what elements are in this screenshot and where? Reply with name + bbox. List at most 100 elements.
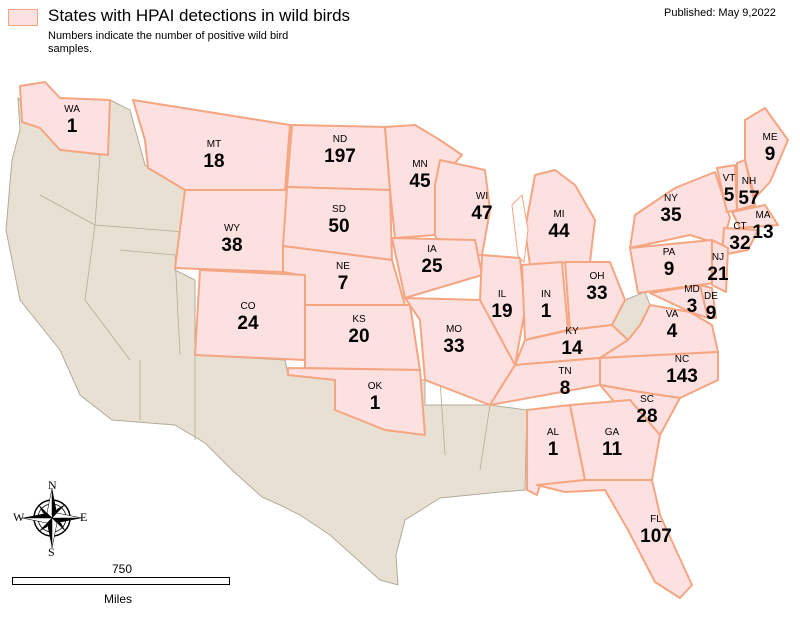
state-count: 4: [666, 321, 678, 342]
state-shape-wa: [19, 81, 111, 156]
state-count: 18: [203, 151, 225, 172]
state-count: 1: [66, 116, 78, 137]
state-abbr: MD: [684, 284, 700, 295]
state-abbr: WY: [223, 223, 241, 234]
state-count: 197: [324, 146, 356, 167]
state-shape-ok: [287, 367, 426, 436]
state-abbr: NJ: [711, 252, 725, 263]
state-abbr: OH: [589, 271, 605, 282]
state-abbr: IN: [540, 289, 551, 300]
state-abbr: SC: [640, 394, 654, 405]
state-label-tn: TN 8: [558, 366, 572, 399]
state-count: 28: [636, 406, 658, 427]
state-abbr: NE: [336, 261, 350, 272]
state-count: 50: [328, 216, 350, 237]
state-count: 57: [738, 188, 760, 209]
state-count: 19: [491, 301, 513, 322]
state-abbr: IA: [427, 244, 437, 255]
state-shape-ga: [569, 399, 661, 481]
state-label-in: IN 1: [540, 289, 552, 322]
state-label-mt: MT 18: [203, 139, 225, 172]
state-count: 21: [707, 264, 729, 285]
legend-swatch: [8, 9, 38, 26]
state-count: 45: [409, 171, 431, 192]
state-label-nd: ND 197: [324, 135, 356, 167]
state-label-vt: VT 5: [722, 173, 736, 206]
state-abbr: PA: [662, 247, 676, 258]
state-count: 5: [723, 185, 735, 206]
state-abbr: CT: [733, 221, 747, 232]
state-abbr: NY: [664, 193, 678, 204]
state-count: 33: [443, 336, 465, 357]
state-count: 35: [660, 205, 682, 226]
state-abbr: WA: [64, 104, 80, 115]
state-abbr: VT: [722, 173, 736, 184]
state-label-wa: WA 1: [64, 104, 80, 137]
state-abbr: NC: [674, 354, 690, 365]
compass-west: W: [13, 510, 25, 524]
state-count: 3: [686, 296, 698, 317]
state-label-pa: PA 9: [662, 247, 676, 280]
state-abbr: FL: [650, 514, 662, 525]
state-count: 9: [663, 259, 675, 280]
state-shape-mt: [132, 99, 291, 191]
state-abbr: OK: [367, 381, 383, 392]
state-abbr: GA: [604, 427, 620, 438]
state-count: 7: [337, 273, 349, 294]
state-label-wi: WI 47: [471, 191, 493, 224]
state-shape-nj: [711, 239, 729, 293]
state-count: 20: [348, 326, 370, 347]
state-count: 8: [559, 378, 571, 399]
scale-value: 750: [112, 562, 133, 576]
state-label-ct: CT 32: [729, 221, 751, 254]
compass-south: S: [48, 545, 55, 559]
state-label-sc: SC 28: [636, 394, 658, 427]
state-shape-nh: [736, 159, 756, 211]
state-abbr: ME: [762, 132, 778, 143]
state-abbr: AL: [546, 427, 560, 438]
state-abbr: MI: [553, 209, 565, 220]
state-abbr: MA: [755, 210, 771, 221]
state-shape-me: [744, 107, 789, 199]
state-count: 14: [561, 338, 583, 359]
state-count: 47: [471, 203, 493, 224]
state-abbr: NH: [741, 176, 757, 187]
compass-east: E: [80, 510, 88, 524]
state-label-oh: OH 33: [586, 271, 608, 304]
state-label-mn: MN 45: [409, 160, 431, 192]
state-count: 9: [764, 144, 776, 165]
state-shape-oh: [564, 261, 626, 331]
state-abbr: TN: [558, 366, 572, 377]
state-label-sd: SD 50: [328, 205, 350, 237]
state-count: 24: [237, 313, 259, 334]
state-label-ma: MA 13: [752, 210, 774, 243]
state-count: 32: [729, 233, 751, 254]
state-label-ok: OK 1: [367, 381, 383, 414]
state-abbr: MT: [206, 139, 222, 150]
state-shape-ma: [731, 204, 779, 229]
state-label-ny: NY 35: [660, 193, 682, 226]
compass-north: N: [48, 478, 57, 492]
state-abbr: DE: [704, 291, 718, 302]
state-count: 1: [369, 393, 381, 414]
state-abbr: KY: [565, 326, 579, 337]
state-count: 33: [586, 283, 608, 304]
state-count: 9: [705, 303, 717, 324]
state-count: 11: [601, 439, 623, 460]
legend-title: States with HPAI detections in wild bird…: [48, 6, 351, 25]
state-label-co: CO 24: [237, 302, 259, 334]
state-count: 13: [752, 222, 774, 243]
published-date: Published: May 9,2022: [664, 7, 776, 19]
state-label-me: ME 9: [762, 132, 778, 165]
state-abbr: VA: [665, 309, 679, 320]
state-label-wy: WY 38: [221, 223, 242, 256]
state-abbr: WI: [475, 191, 489, 202]
state-count: 107: [640, 526, 672, 547]
state-count: 1: [540, 301, 552, 322]
scale-bar: [12, 577, 230, 585]
state-label-ky: KY 14: [561, 326, 583, 359]
state-label-fl: FL 107: [640, 514, 672, 547]
state-count: 143: [666, 366, 698, 387]
